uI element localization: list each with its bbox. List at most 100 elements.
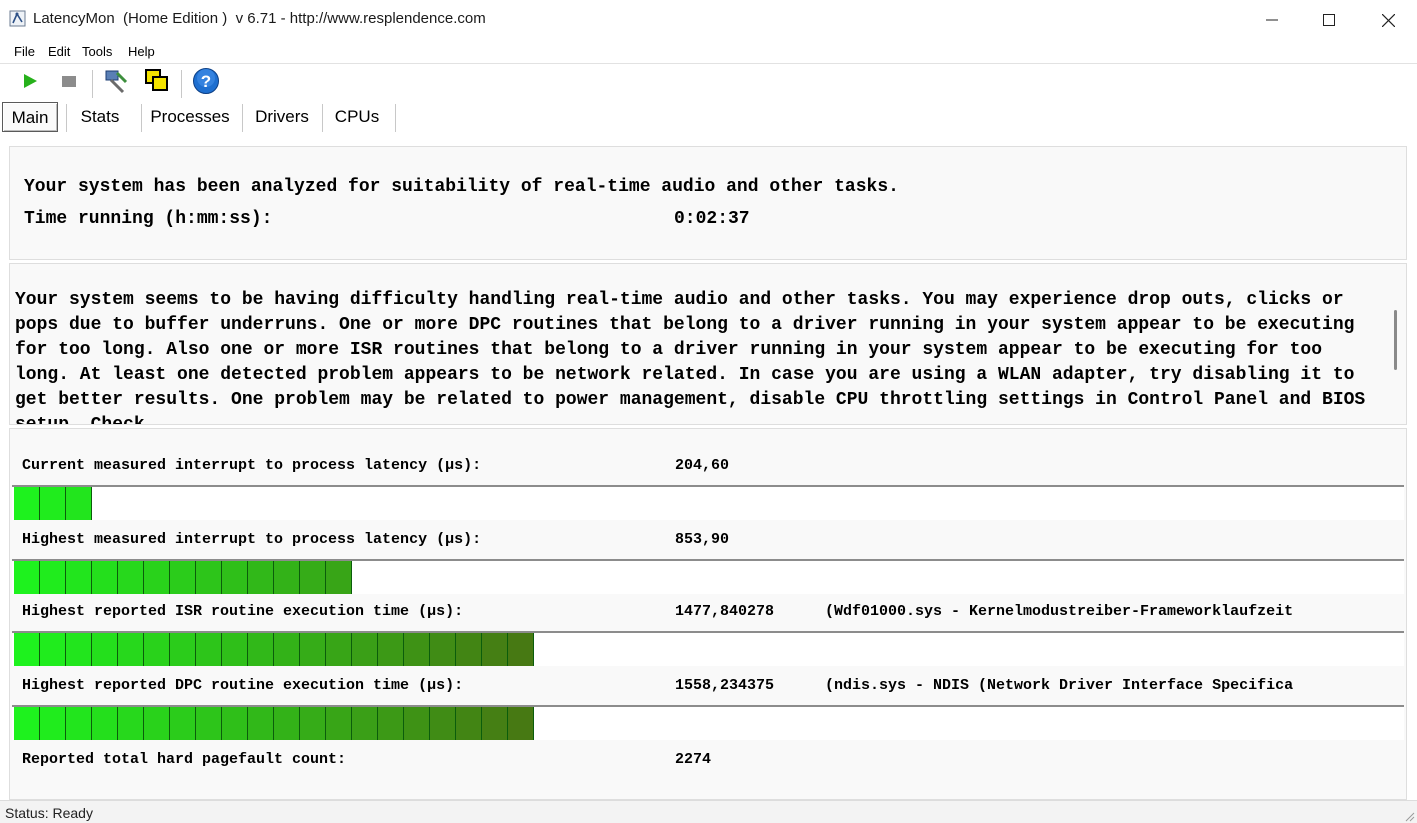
maximize-button[interactable]	[1300, 0, 1358, 40]
meter-segment	[40, 633, 66, 666]
dpc-time-value: 1558,234375	[675, 677, 775, 694]
meter-segment	[326, 561, 352, 594]
meter-segment	[92, 561, 118, 594]
meter-segment	[482, 633, 508, 666]
menu-help[interactable]: Help	[128, 44, 155, 59]
current-latency-bar	[14, 487, 92, 520]
status-text: Status: Ready	[5, 805, 93, 821]
meter-segment	[14, 707, 40, 740]
meter-segment	[144, 707, 170, 740]
meter-segment	[14, 561, 40, 594]
meter-segment	[300, 561, 326, 594]
window-switch-button[interactable]	[142, 68, 172, 98]
meter-segment	[40, 487, 66, 520]
meter-segment	[196, 633, 222, 666]
highest-latency-meter	[12, 559, 1404, 594]
tab-strip: Main Stats Processes Drivers CPUs	[0, 102, 1417, 134]
stop-button[interactable]	[54, 68, 84, 98]
summary-title: Your system has been analyzed for suitab…	[24, 177, 899, 197]
title-bar: LatencyMon (Home Edition ) v 6.71 - http…	[0, 0, 1417, 40]
stop-icon	[60, 72, 78, 95]
menu-tools[interactable]: Tools	[82, 44, 113, 59]
tab-cpus[interactable]: CPUs	[334, 107, 380, 126]
menu-file[interactable]: File	[14, 44, 35, 59]
status-bar: Status: Ready	[0, 800, 1417, 823]
window-title: LatencyMon (Home Edition ) v 6.71 - http…	[33, 10, 486, 27]
meter-segment	[508, 707, 534, 740]
meter-segment	[144, 633, 170, 666]
help-button[interactable]: ?	[191, 67, 221, 100]
help-icon: ?	[192, 67, 220, 100]
current-latency-value: 204,60	[675, 457, 730, 474]
meter-segment	[482, 707, 508, 740]
tab-main[interactable]: Main	[2, 102, 58, 132]
dpc-time-label: Highest reported DPC routine execution t…	[22, 677, 464, 694]
start-button[interactable]	[15, 68, 45, 98]
options-button[interactable]	[101, 68, 131, 98]
message-scrollbar[interactable]	[1394, 284, 1398, 394]
meter-segment	[14, 487, 40, 520]
meter-segment	[170, 707, 196, 740]
current-latency-label: Current measured interrupt to process la…	[22, 457, 482, 474]
meter-segment	[430, 707, 456, 740]
toolbar-separator	[92, 70, 93, 98]
meter-segment	[248, 561, 274, 594]
meter-segment	[326, 707, 352, 740]
tab-stats[interactable]: Stats	[80, 107, 120, 126]
dpc-time-bar	[14, 707, 534, 740]
meter-segment	[40, 707, 66, 740]
meter-segment	[274, 707, 300, 740]
meter-segment	[66, 707, 92, 740]
svg-text:?: ?	[201, 72, 211, 91]
isr-driver-detail: (Wdf01000.sys - Kernelmodustreiber-Frame…	[825, 603, 1294, 620]
meter-segment	[248, 633, 274, 666]
meter-segment	[456, 707, 482, 740]
menu-edit[interactable]: Edit	[48, 44, 71, 59]
isr-time-meter	[12, 631, 1404, 666]
meter-segment	[274, 561, 300, 594]
meter-segment	[170, 633, 196, 666]
dpc-driver-detail: (ndis.sys - NDIS (Network Driver Interfa…	[825, 677, 1294, 694]
tab-drivers[interactable]: Drivers	[255, 107, 309, 126]
meter-segment	[378, 633, 404, 666]
dpc-time-meter	[12, 705, 1404, 740]
meter-segment	[456, 633, 482, 666]
highest-latency-value: 853,90	[675, 531, 730, 548]
meter-segment	[508, 633, 534, 666]
tab-processes[interactable]: Processes	[150, 107, 230, 126]
time-running-value: 0:02:37	[674, 209, 750, 229]
meter-segment	[378, 707, 404, 740]
resize-grip-icon[interactable]	[1403, 809, 1415, 822]
close-button[interactable]	[1359, 0, 1417, 40]
meter-segment	[118, 633, 144, 666]
isr-time-label: Highest reported ISR routine execution t…	[22, 603, 464, 620]
meter-segment	[222, 707, 248, 740]
meter-segment	[300, 633, 326, 666]
toolbar: ?	[0, 64, 1417, 102]
meter-segment	[144, 561, 170, 594]
meter-segment	[222, 633, 248, 666]
tab-separator	[395, 104, 396, 132]
meter-segment	[14, 633, 40, 666]
tab-separator	[242, 104, 243, 132]
latencymon-app-icon	[9, 10, 26, 27]
meter-segment	[92, 633, 118, 666]
tab-separator	[141, 104, 142, 132]
isr-time-bar	[14, 633, 534, 666]
meter-segment	[196, 707, 222, 740]
meter-segment	[326, 633, 352, 666]
toolbar-separator	[181, 70, 182, 98]
meter-segment	[66, 633, 92, 666]
meter-segment	[352, 707, 378, 740]
tab-separator	[322, 104, 323, 132]
scrollbar-thumb[interactable]	[1394, 310, 1397, 370]
meter-segment	[118, 707, 144, 740]
window-switch-icon	[144, 68, 170, 99]
meter-segment	[66, 561, 92, 594]
pagefault-label: Reported total hard pagefault count:	[22, 751, 347, 768]
meter-segment	[430, 633, 456, 666]
time-running-label: Time running (h:mm:ss):	[24, 209, 273, 229]
meter-segment	[404, 633, 430, 666]
meter-segment	[274, 633, 300, 666]
minimize-button[interactable]	[1243, 0, 1301, 40]
